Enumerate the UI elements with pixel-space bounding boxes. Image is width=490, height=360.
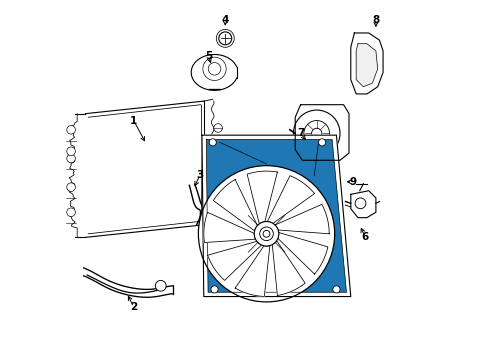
Circle shape — [312, 128, 322, 139]
Polygon shape — [278, 233, 328, 274]
Circle shape — [304, 121, 330, 146]
Circle shape — [67, 147, 75, 156]
Text: 9: 9 — [349, 177, 356, 187]
Circle shape — [67, 154, 75, 163]
Circle shape — [198, 166, 335, 302]
Polygon shape — [356, 44, 378, 87]
Circle shape — [211, 286, 218, 293]
Circle shape — [67, 208, 75, 217]
Text: 6: 6 — [362, 232, 369, 242]
Polygon shape — [206, 139, 346, 292]
Circle shape — [214, 156, 222, 165]
Text: 2: 2 — [130, 302, 138, 312]
Circle shape — [67, 126, 75, 134]
Circle shape — [355, 198, 366, 209]
Text: 4: 4 — [221, 15, 229, 26]
Circle shape — [155, 280, 166, 291]
Circle shape — [263, 230, 270, 237]
Circle shape — [333, 286, 340, 293]
Text: 7: 7 — [297, 129, 304, 138]
Polygon shape — [295, 105, 349, 160]
Text: 1: 1 — [130, 116, 138, 126]
Polygon shape — [268, 176, 315, 224]
Circle shape — [214, 124, 222, 132]
Circle shape — [254, 221, 279, 246]
Polygon shape — [247, 171, 277, 224]
Polygon shape — [202, 135, 351, 297]
Circle shape — [209, 139, 216, 146]
Circle shape — [260, 227, 273, 240]
Polygon shape — [351, 33, 383, 94]
Circle shape — [214, 199, 222, 208]
Polygon shape — [351, 191, 376, 218]
Circle shape — [219, 32, 232, 45]
Polygon shape — [213, 180, 257, 231]
Polygon shape — [204, 212, 255, 243]
Circle shape — [318, 139, 326, 146]
Circle shape — [294, 110, 340, 157]
Polygon shape — [272, 240, 305, 296]
Circle shape — [67, 183, 75, 192]
Polygon shape — [235, 246, 270, 296]
Text: 3: 3 — [196, 170, 204, 180]
Polygon shape — [208, 241, 262, 280]
Text: 5: 5 — [205, 51, 212, 61]
Text: 8: 8 — [372, 15, 380, 26]
Polygon shape — [275, 204, 329, 234]
